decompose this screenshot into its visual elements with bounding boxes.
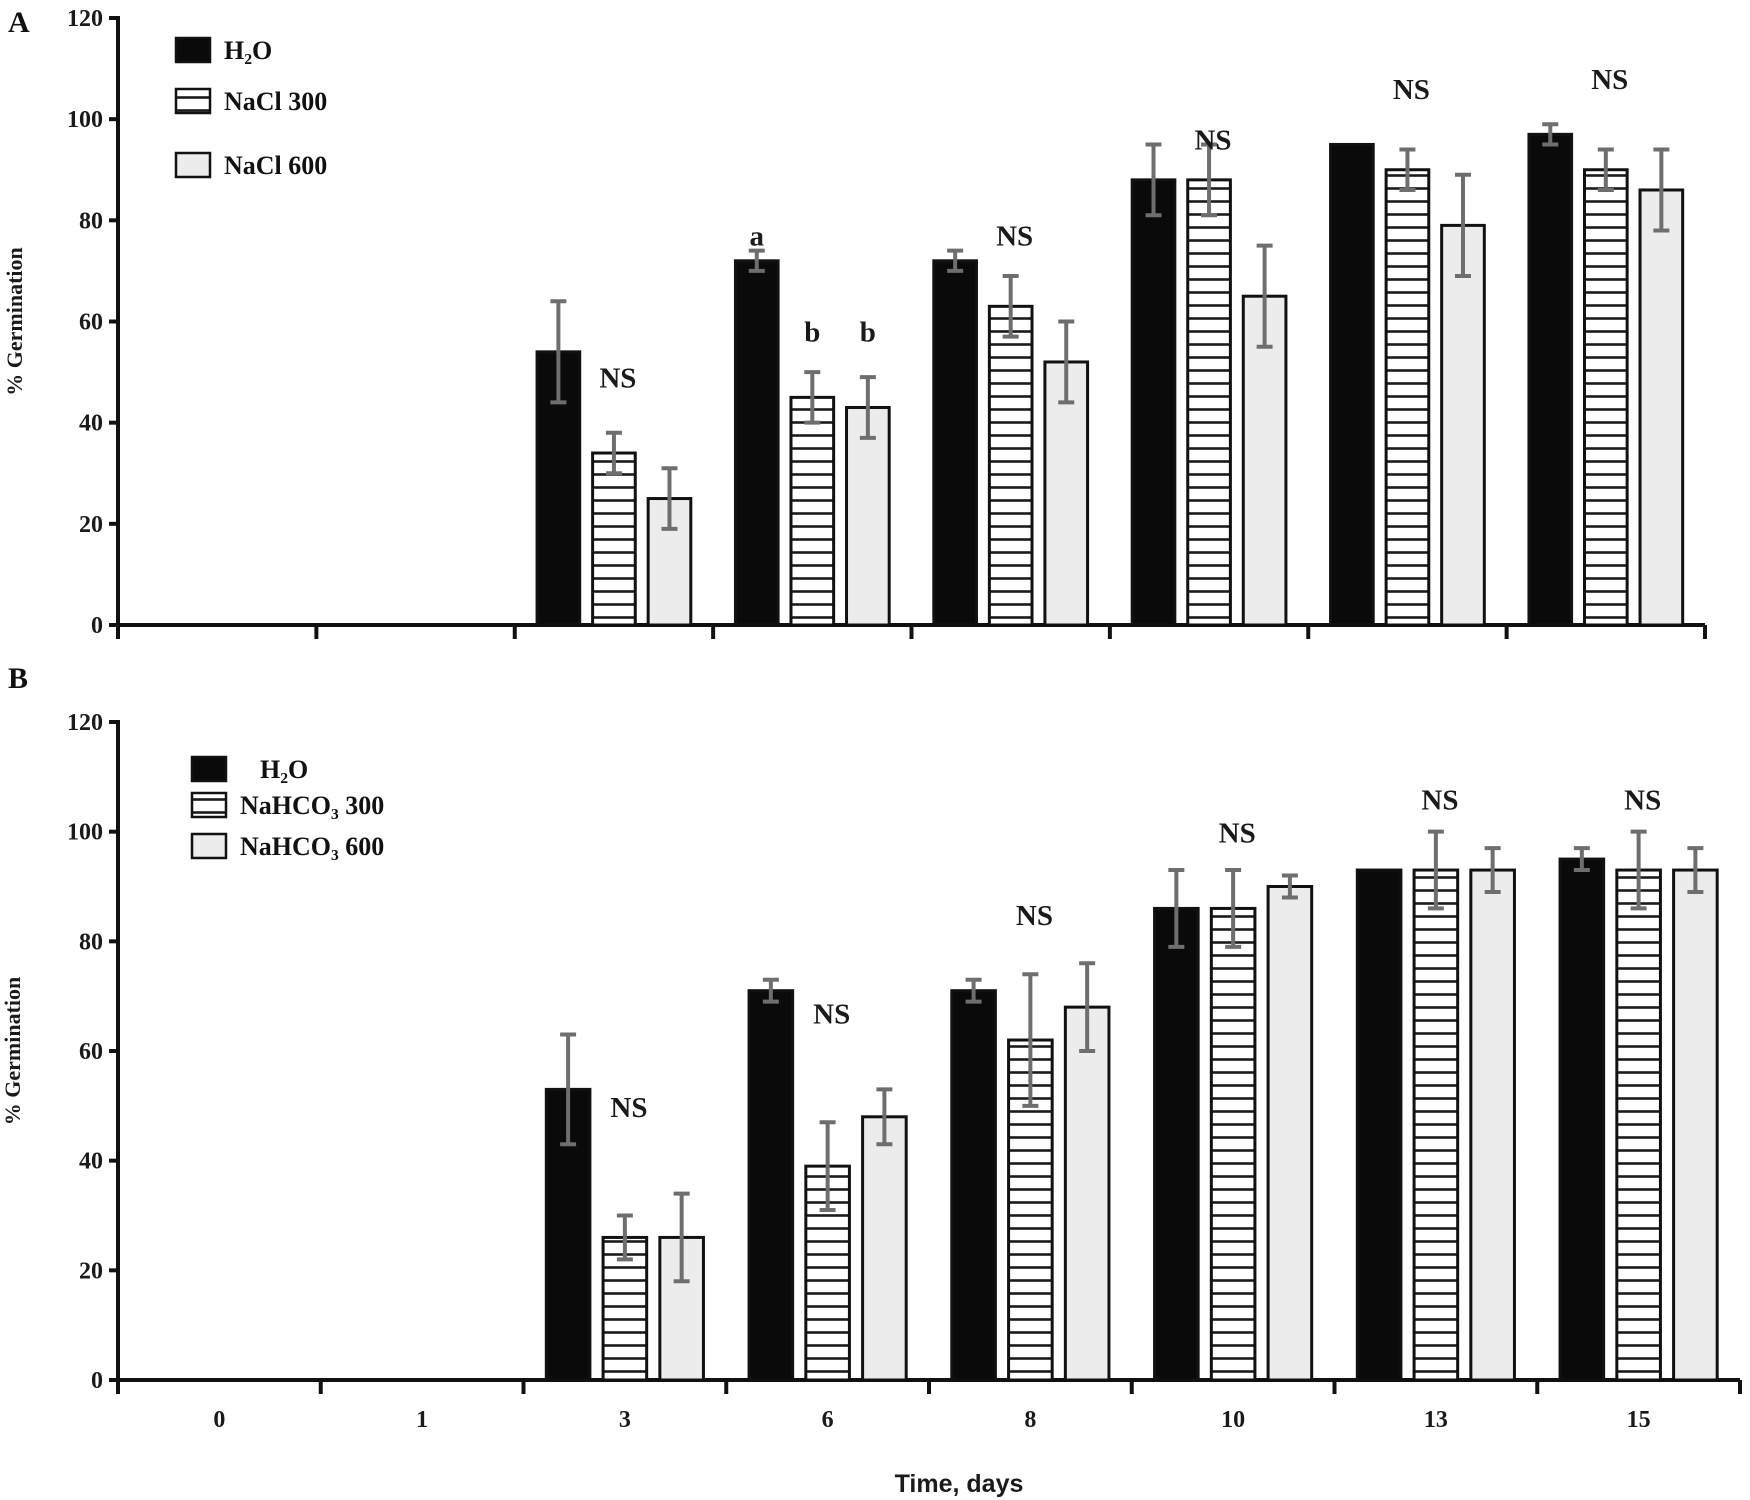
y-tick-label: 120: [67, 6, 103, 32]
bar: [987, 304, 1034, 627]
x-tick-label: 8: [1024, 1407, 1036, 1433]
bar: [1186, 178, 1232, 627]
annotation-label: b: [860, 317, 876, 349]
bar: [1329, 142, 1375, 627]
legend-swatch: [190, 755, 228, 783]
x-tick-label: 1: [416, 1407, 428, 1433]
bar: [591, 451, 637, 627]
bar: [1672, 868, 1719, 1382]
y-tick-label: 80: [79, 208, 103, 234]
bar: [861, 1115, 908, 1382]
y-tick-label: 80: [79, 929, 103, 955]
legend-swatch: [190, 791, 228, 819]
bar: [932, 259, 978, 627]
bar: [1412, 868, 1460, 1382]
annotation-label: NS: [610, 1092, 647, 1124]
y-axis-label: % Germination: [2, 247, 27, 396]
legend-label: NaHCO₃ 300: [240, 791, 384, 820]
x-axis-label: Time, days: [895, 1470, 1024, 1498]
x-tick-label: 3: [619, 1407, 631, 1433]
y-tick-label: 20: [79, 1258, 103, 1284]
annotation-label: NS: [1016, 900, 1053, 932]
x-tick-label: 10: [1221, 1407, 1245, 1433]
y-tick-label: 0: [91, 613, 103, 639]
bar: [1130, 178, 1177, 627]
bar: [1440, 223, 1486, 627]
legend-swatch: [174, 36, 212, 64]
bar: [1153, 906, 1200, 1382]
annotation-label: NS: [1624, 785, 1661, 817]
bar: [747, 989, 795, 1382]
y-tick-label: 40: [79, 1149, 103, 1175]
legend-label: NaHCO₃ 600: [240, 832, 384, 861]
bar: [1558, 857, 1606, 1382]
bar: [1638, 188, 1685, 627]
y-tick-label: 20: [79, 512, 103, 538]
bar: [1527, 132, 1574, 627]
bar: [1355, 868, 1403, 1382]
y-tick-label: 100: [67, 820, 103, 846]
annotation-label: NS: [599, 362, 636, 394]
legend-swatch: [190, 832, 228, 860]
bar: [1582, 168, 1629, 627]
bar: [1266, 885, 1314, 1382]
panel-letter-b: B: [8, 662, 28, 695]
bar: [733, 259, 780, 627]
annotation-label: NS: [1393, 74, 1430, 106]
annotation-label: NS: [1194, 125, 1231, 157]
annotation-label: NS: [813, 999, 850, 1031]
annotation-label: NS: [1421, 785, 1458, 817]
x-tick-label: 15: [1627, 1407, 1651, 1433]
bar: [950, 989, 997, 1382]
bar: [1209, 906, 1257, 1382]
y-tick-label: 60: [79, 310, 103, 336]
x-tick-label: 6: [822, 1407, 834, 1433]
bar: [1615, 868, 1662, 1382]
annotation-label: a: [750, 221, 765, 253]
x-tick-label: 13: [1424, 1407, 1448, 1433]
panel-a-chart: 0 20 40 60 80 100 120 % Germination NS a b b NS NS NS N…: [2, 6, 1707, 639]
y-tick-label: 60: [79, 1039, 103, 1065]
annotation-label: b: [804, 317, 820, 349]
bar: [845, 405, 891, 627]
y-tick-label: 120: [67, 710, 103, 736]
x-tick-label: 0: [213, 1407, 225, 1433]
bar: [1063, 1005, 1111, 1382]
legend-label: NaCl 600: [224, 151, 327, 180]
legend-swatch: [174, 87, 212, 115]
bar: [1043, 360, 1090, 627]
annotation-label: NS: [1591, 64, 1628, 96]
legend-swatch: [174, 151, 212, 179]
legend-label: NaCl 300: [224, 87, 327, 116]
y-tick-label: 100: [67, 107, 103, 133]
bar: [1469, 868, 1516, 1382]
y-axis-label: % Germination: [0, 977, 25, 1126]
bar: [1384, 168, 1431, 627]
annotation-label: NS: [996, 221, 1033, 253]
y-tick-label: 40: [79, 411, 103, 437]
bar: [789, 395, 836, 627]
panel-letter-a: A: [8, 6, 30, 39]
legend-label: H₂O: [260, 755, 308, 784]
y-tick-label: 0: [91, 1368, 103, 1394]
annotation-label: NS: [1219, 818, 1256, 850]
legend-label: H₂O: [224, 36, 272, 65]
